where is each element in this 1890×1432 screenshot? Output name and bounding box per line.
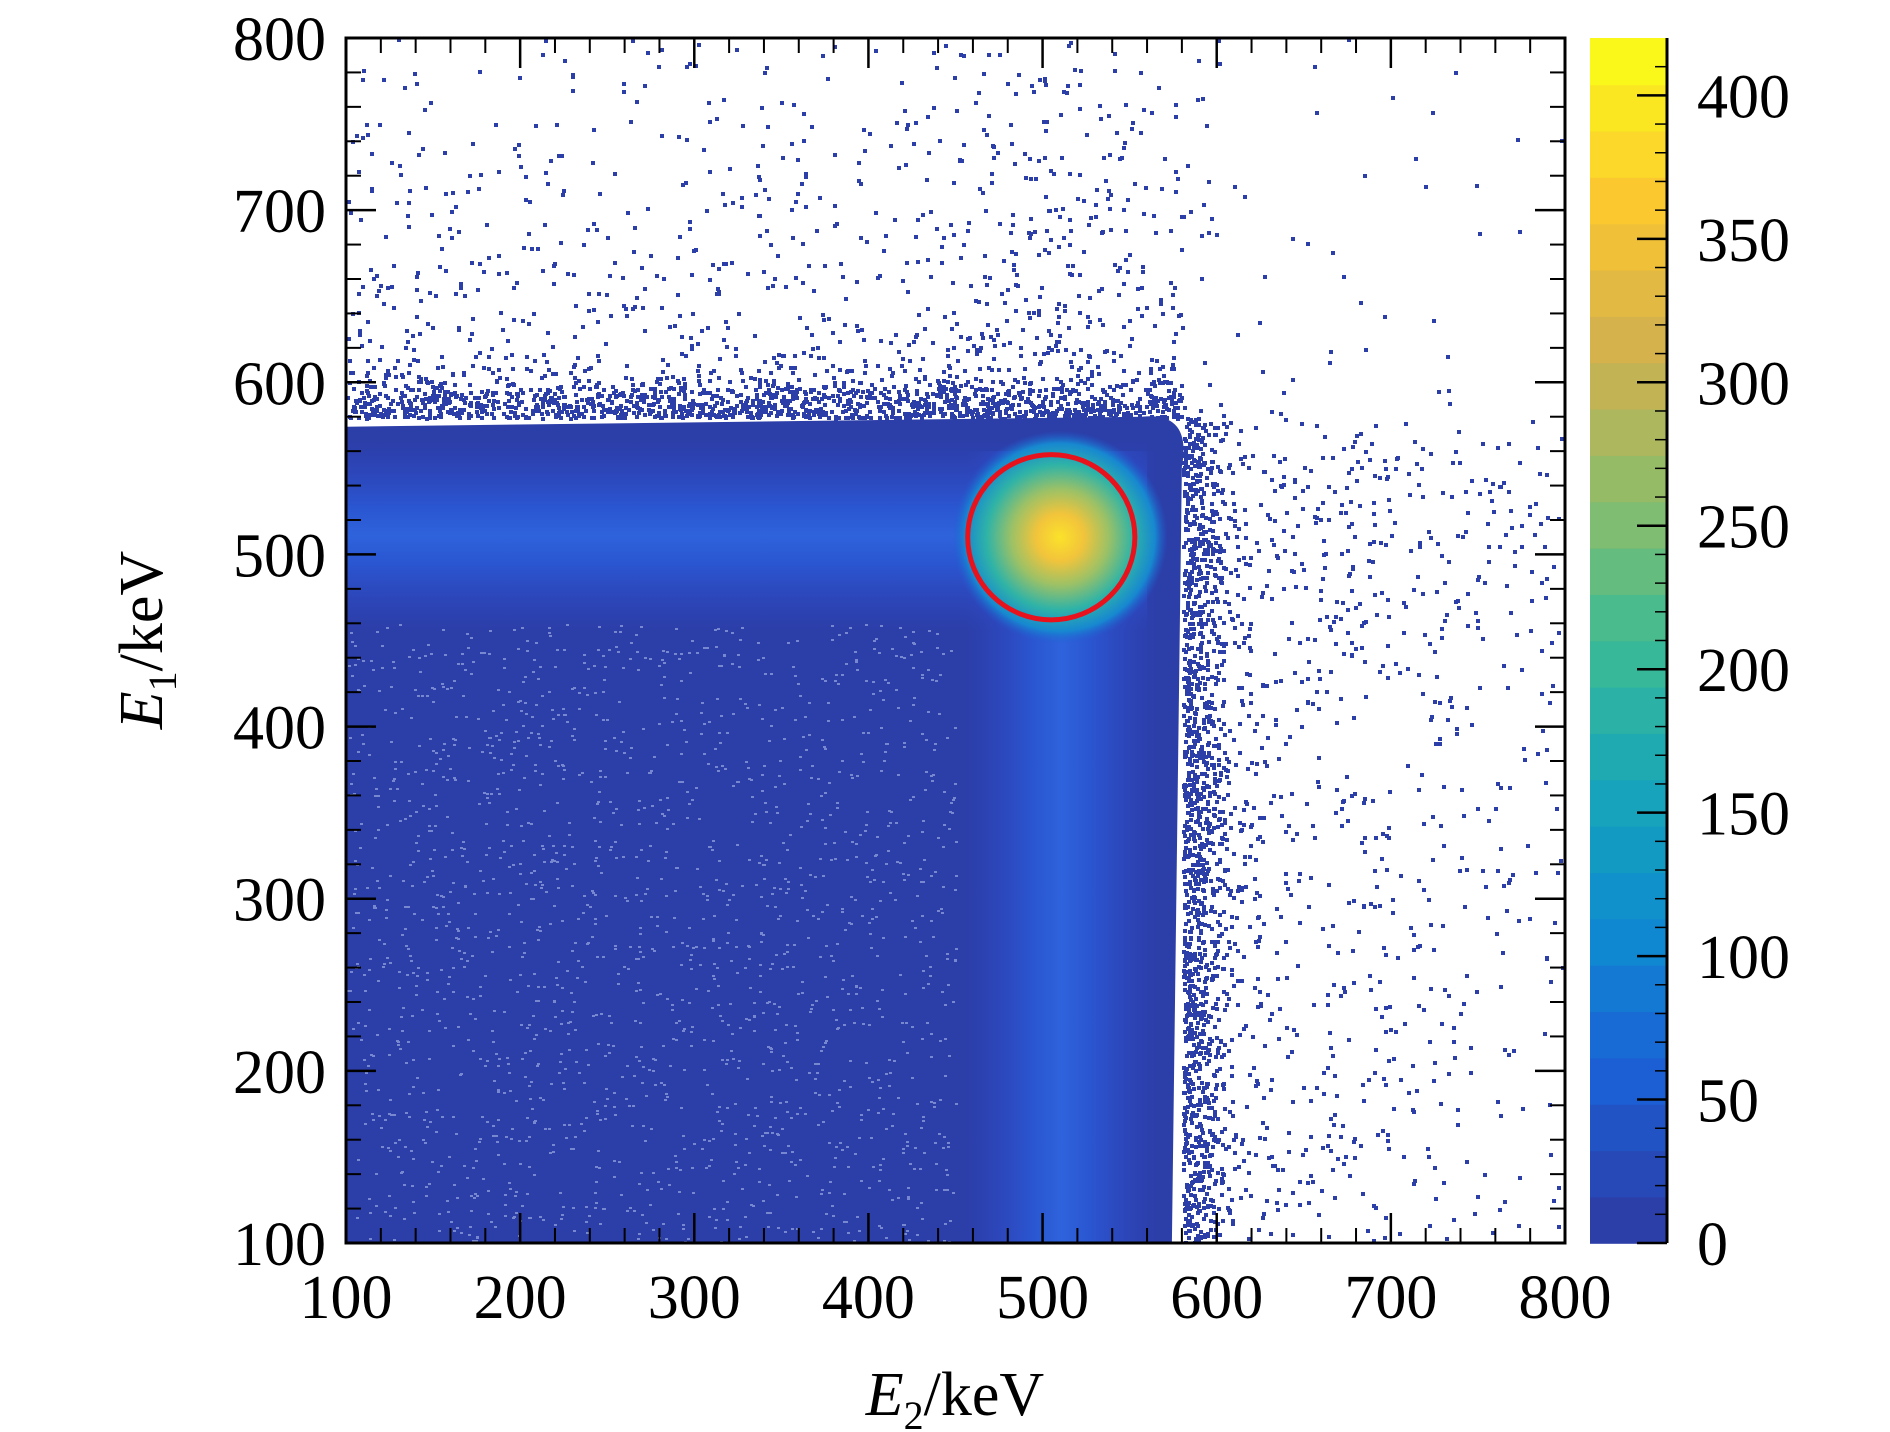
colorbar-segment — [1590, 38, 1667, 86]
colorbar-segment — [1590, 825, 1667, 874]
annotations — [965, 452, 1138, 623]
colorbar-segment — [1590, 1103, 1667, 1152]
x-tick-label: 800 — [1519, 1264, 1612, 1332]
y-tick-label: 600 — [233, 350, 326, 418]
colorbar-segment — [1590, 733, 1667, 781]
y-tick-label: 100 — [233, 1211, 326, 1279]
colorbar-tick-label: 300 — [1697, 350, 1790, 418]
plot-area — [346, 38, 1565, 1243]
x-axis-title-var: E — [865, 1361, 904, 1429]
x-tick-label: 700 — [1344, 1264, 1437, 1332]
colorbar-segment — [1590, 223, 1667, 271]
colorbar-segment — [1590, 547, 1667, 595]
plot-frame — [344, 36, 1567, 1245]
colorbar-segment — [1590, 779, 1667, 827]
x-tick-label: 200 — [474, 1264, 567, 1332]
colorbar-segment — [1590, 408, 1667, 456]
colorbar-tick-label: 150 — [1697, 781, 1790, 849]
colorbar-tick-label: 350 — [1697, 207, 1790, 275]
x-tick-label: 400 — [822, 1264, 915, 1332]
y-tick-label: 500 — [233, 522, 326, 590]
sparse-count-pixels — [347, 38, 1565, 1243]
colorbar-segment — [1590, 177, 1667, 225]
colorbar-segment — [1590, 1150, 1667, 1198]
colorbar-segment — [1590, 130, 1667, 178]
colorbar: 0 50 100 150 200 250 300 350 400 — [1590, 38, 1790, 1279]
colorbar-segment — [1590, 362, 1667, 410]
colorbar-tick-label: 200 — [1697, 637, 1790, 705]
sparse-counts — [347, 38, 1565, 1243]
colorbar-segment — [1590, 918, 1667, 966]
annotation-circle-0 — [965, 452, 1138, 623]
colorbar-tick-label: 50 — [1697, 1068, 1759, 1136]
colorbar-segment — [1590, 594, 1667, 642]
colorbar-segment — [1590, 1057, 1667, 1105]
y-axis-title-var: E — [108, 691, 176, 730]
colorbar-segment — [1590, 269, 1667, 317]
colorbar-segment — [1590, 686, 1667, 734]
y-tick-label: 800 — [233, 6, 326, 74]
x-tick-label: 300 — [648, 1264, 741, 1332]
colorbar-tick-label: 250 — [1697, 494, 1790, 562]
colorbar-tick-label: 400 — [1697, 63, 1790, 131]
colorbar-segment — [1590, 84, 1667, 132]
x-axis-title: E2/keV — [865, 1361, 1045, 1432]
colorbar-tick-label: 100 — [1697, 924, 1790, 992]
y-axis: 100 200 300 400 500 600 700 800 — [233, 6, 1565, 1279]
x-axis-title-sub: 2 — [904, 1393, 924, 1432]
y-tick-label: 700 — [233, 178, 326, 246]
y-tick-label: 300 — [233, 867, 326, 935]
x-tick-label: 100 — [300, 1264, 393, 1332]
colorbar-segment — [1590, 964, 1667, 1013]
y-tick-label: 200 — [233, 1039, 326, 1107]
y-axis-title-unit: /keV — [108, 551, 176, 672]
colorbar-segment — [1590, 455, 1667, 503]
x-axis: 100 200 300 400 500 600 700 800 — [300, 38, 1612, 1332]
x-axis-title-unit: /keV — [924, 1361, 1045, 1429]
colorbar-segment — [1590, 316, 1667, 364]
colorbar-segment — [1590, 872, 1667, 920]
x-tick-label: 500 — [996, 1264, 1089, 1332]
y-axis-title-sub: 1 — [140, 671, 185, 691]
colorbar-tick-label: 0 — [1697, 1211, 1728, 1279]
y-tick-label: 400 — [233, 695, 326, 763]
x-tick-label: 600 — [1170, 1264, 1263, 1332]
y-axis-title: E1/keV — [108, 551, 185, 731]
colorbar-segment — [1590, 1011, 1667, 1059]
colorbar-segment — [1590, 640, 1667, 688]
colorbar-segment — [1590, 1196, 1667, 1244]
